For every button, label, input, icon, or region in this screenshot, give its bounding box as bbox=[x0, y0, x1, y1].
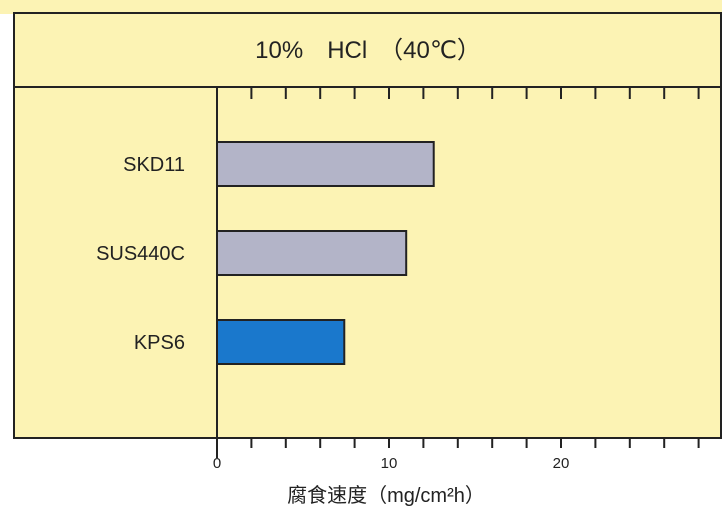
x-tick-labels: 0 10 20 bbox=[213, 455, 570, 472]
x-tick-label: 10 bbox=[381, 455, 398, 472]
chart-title: 10% HCl （40℃） bbox=[255, 37, 481, 64]
bar-kps6 bbox=[216, 319, 346, 365]
category-labels: SKD11 SUS440C KPS6 bbox=[96, 154, 185, 354]
x-tick-label: 0 bbox=[213, 455, 221, 472]
category-label-kps6: KPS6 bbox=[134, 332, 185, 354]
chart-title-box bbox=[13, 12, 722, 88]
ticks bbox=[250, 87, 700, 448]
category-label-skd11: SKD11 bbox=[123, 154, 185, 176]
bar-sus440c bbox=[216, 230, 408, 276]
category-label-sus440c: SUS440C bbox=[96, 243, 185, 265]
x-tick-label: 20 bbox=[553, 455, 570, 472]
bar-skd11 bbox=[216, 141, 435, 187]
x-axis-label: 腐食速度（mg/cm²h） bbox=[287, 484, 485, 507]
chart-top-strip bbox=[0, 0, 722, 14]
bars bbox=[216, 141, 435, 365]
